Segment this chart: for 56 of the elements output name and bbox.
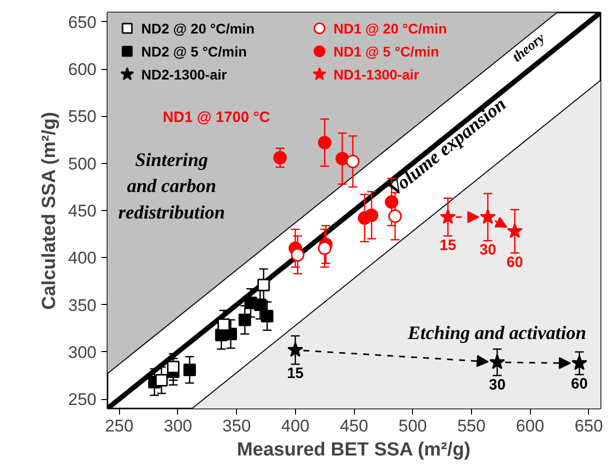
x-tick-label: 550 — [457, 416, 486, 436]
y-tick-label: 650 — [68, 12, 97, 32]
legend-label: ND2 @ 5 °C/min — [141, 43, 247, 60]
x-tick-label: 350 — [222, 416, 251, 436]
y-tick-label: 500 — [68, 154, 97, 174]
point — [440, 208, 456, 224]
x-tick-label: 250 — [105, 416, 134, 436]
annotation: 30 — [488, 376, 506, 394]
point — [480, 208, 496, 224]
point — [388, 209, 402, 223]
legend-label: ND2 @ 20 °C/min — [141, 20, 255, 36]
y-tick-label: 400 — [68, 248, 97, 268]
y-tick-label: 300 — [68, 342, 97, 362]
annotation: 15 — [286, 365, 304, 382]
x-tick-label: 600 — [516, 416, 544, 436]
x-axis-title: Measured BET SSA (m²/g) — [236, 440, 470, 460]
x-tick-label: 300 — [164, 416, 192, 436]
y-tick-label: 350 — [68, 296, 97, 315]
y-tick-label: 600 — [68, 60, 97, 80]
point — [364, 208, 378, 222]
point — [217, 318, 230, 331]
y-tick-label: 250 — [68, 390, 97, 410]
point — [384, 195, 398, 209]
annotation: 30 — [479, 242, 496, 259]
point — [287, 342, 304, 357]
point — [290, 248, 304, 262]
point — [166, 360, 180, 374]
point — [571, 354, 588, 370]
legend-label: ND2-1300-air — [141, 66, 228, 82]
y-axis-title: Calculated SSA (m²/g) — [39, 112, 60, 310]
x-tick-label: 650 — [574, 416, 603, 436]
x-tick-label: 450 — [340, 416, 368, 436]
legend-label: ND1 @ 20 °C/min — [333, 20, 447, 36]
point — [336, 152, 350, 166]
annotation: 60 — [571, 376, 588, 393]
point — [318, 136, 332, 150]
annotation: 15 — [440, 236, 456, 254]
point — [506, 222, 523, 238]
point — [489, 354, 506, 370]
point — [273, 150, 287, 164]
point — [238, 314, 252, 326]
legend-label: ND1 @ 5 °C/min — [333, 43, 440, 60]
x-tick-label: 500 — [398, 416, 427, 436]
x-tick-label: 400 — [281, 416, 310, 436]
point — [318, 241, 332, 255]
annotation: Sintering and carbon redistribution — [118, 150, 225, 224]
point — [260, 310, 274, 322]
annotation: Etching and activation — [406, 322, 586, 344]
point — [183, 364, 196, 376]
point — [155, 374, 168, 386]
annotation: ND1 @ 1700 °C — [162, 109, 270, 126]
annotation: 60 — [506, 254, 524, 271]
y-tick-label: 450 — [68, 202, 97, 220]
legend-label: ND1-1300-air — [333, 66, 420, 82]
point — [346, 154, 360, 168]
y-tick-label: 550 — [68, 107, 97, 126]
